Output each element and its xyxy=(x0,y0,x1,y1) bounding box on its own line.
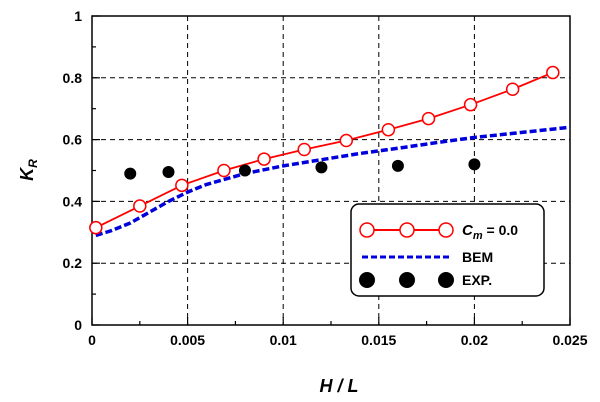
x-tick-label: 0.025 xyxy=(552,332,587,348)
series-line-bem xyxy=(95,125,571,238)
point-cm xyxy=(133,199,147,213)
point-cm xyxy=(297,142,311,157)
point-cm xyxy=(257,152,271,166)
data-series xyxy=(89,65,571,238)
legend-label-cm-sub: m xyxy=(473,230,483,242)
legend-label-cm: Cm = 0.0 xyxy=(462,222,518,242)
y-tick-label: 0.8 xyxy=(63,70,83,86)
y-tick-label: 1 xyxy=(74,8,82,24)
legend-item-bem: BEM xyxy=(362,249,493,265)
point-cm xyxy=(505,82,520,96)
legend-marker-cm xyxy=(399,222,415,238)
point-cm xyxy=(339,133,354,148)
y-tick-label: 0.2 xyxy=(63,255,83,271)
point-cm xyxy=(546,65,560,80)
point-exp xyxy=(315,161,328,174)
legend-box xyxy=(350,203,545,297)
legend-marker-exp xyxy=(399,272,415,288)
point-exp xyxy=(238,164,251,177)
x-tick-label: 0.005 xyxy=(170,332,205,348)
series-line-cm xyxy=(95,71,554,229)
y-axis-title: KR xyxy=(17,159,40,181)
x-tick-label: 0.01 xyxy=(270,332,297,348)
legend-marker-cm xyxy=(438,222,454,238)
legend-item-cm: Cm = 0.0 xyxy=(359,222,518,242)
legend-marker-cm xyxy=(359,222,375,238)
y-tick-label: 0.4 xyxy=(63,193,83,209)
y-tick-label: 0 xyxy=(74,317,82,333)
legend: Cm = 0.0 BEM EXP. xyxy=(350,203,545,297)
legend-label-bem: BEM xyxy=(462,249,493,265)
legend-label-exp: EXP. xyxy=(462,272,492,288)
point-exp xyxy=(124,167,137,180)
legend-label-cm-rest: = 0.0 xyxy=(483,222,519,238)
y-tick-label: 0.6 xyxy=(63,132,83,148)
point-exp xyxy=(468,158,481,171)
point-exp xyxy=(391,159,404,172)
legend-item-exp: EXP. xyxy=(359,272,492,288)
point-cm xyxy=(175,178,189,193)
x-tick-label: 0.015 xyxy=(361,332,396,348)
legend-label-cm-main: C xyxy=(462,222,474,239)
x-tick-label: 0 xyxy=(88,332,96,348)
point-cm xyxy=(89,220,103,235)
x-tick-label: 0.02 xyxy=(461,332,488,348)
axes xyxy=(91,15,571,326)
y-axis-title-sub: R xyxy=(26,159,40,168)
point-cm xyxy=(381,122,396,137)
y-axis-title-main: K xyxy=(17,166,37,181)
x-axis-title: H / L xyxy=(320,376,359,396)
legend-marker-exp xyxy=(359,272,375,288)
point-cm xyxy=(217,163,231,178)
y-tick-labels: 0 0.2 0.4 0.6 0.8 1 xyxy=(63,8,83,333)
svg-text:KR: KR xyxy=(17,159,40,181)
point-cm xyxy=(463,97,478,112)
point-exp xyxy=(162,166,175,179)
x-tick-labels: 0 0.005 0.01 0.015 0.02 0.025 xyxy=(88,332,588,348)
legend-marker-exp xyxy=(438,272,454,288)
point-cm xyxy=(421,111,436,126)
